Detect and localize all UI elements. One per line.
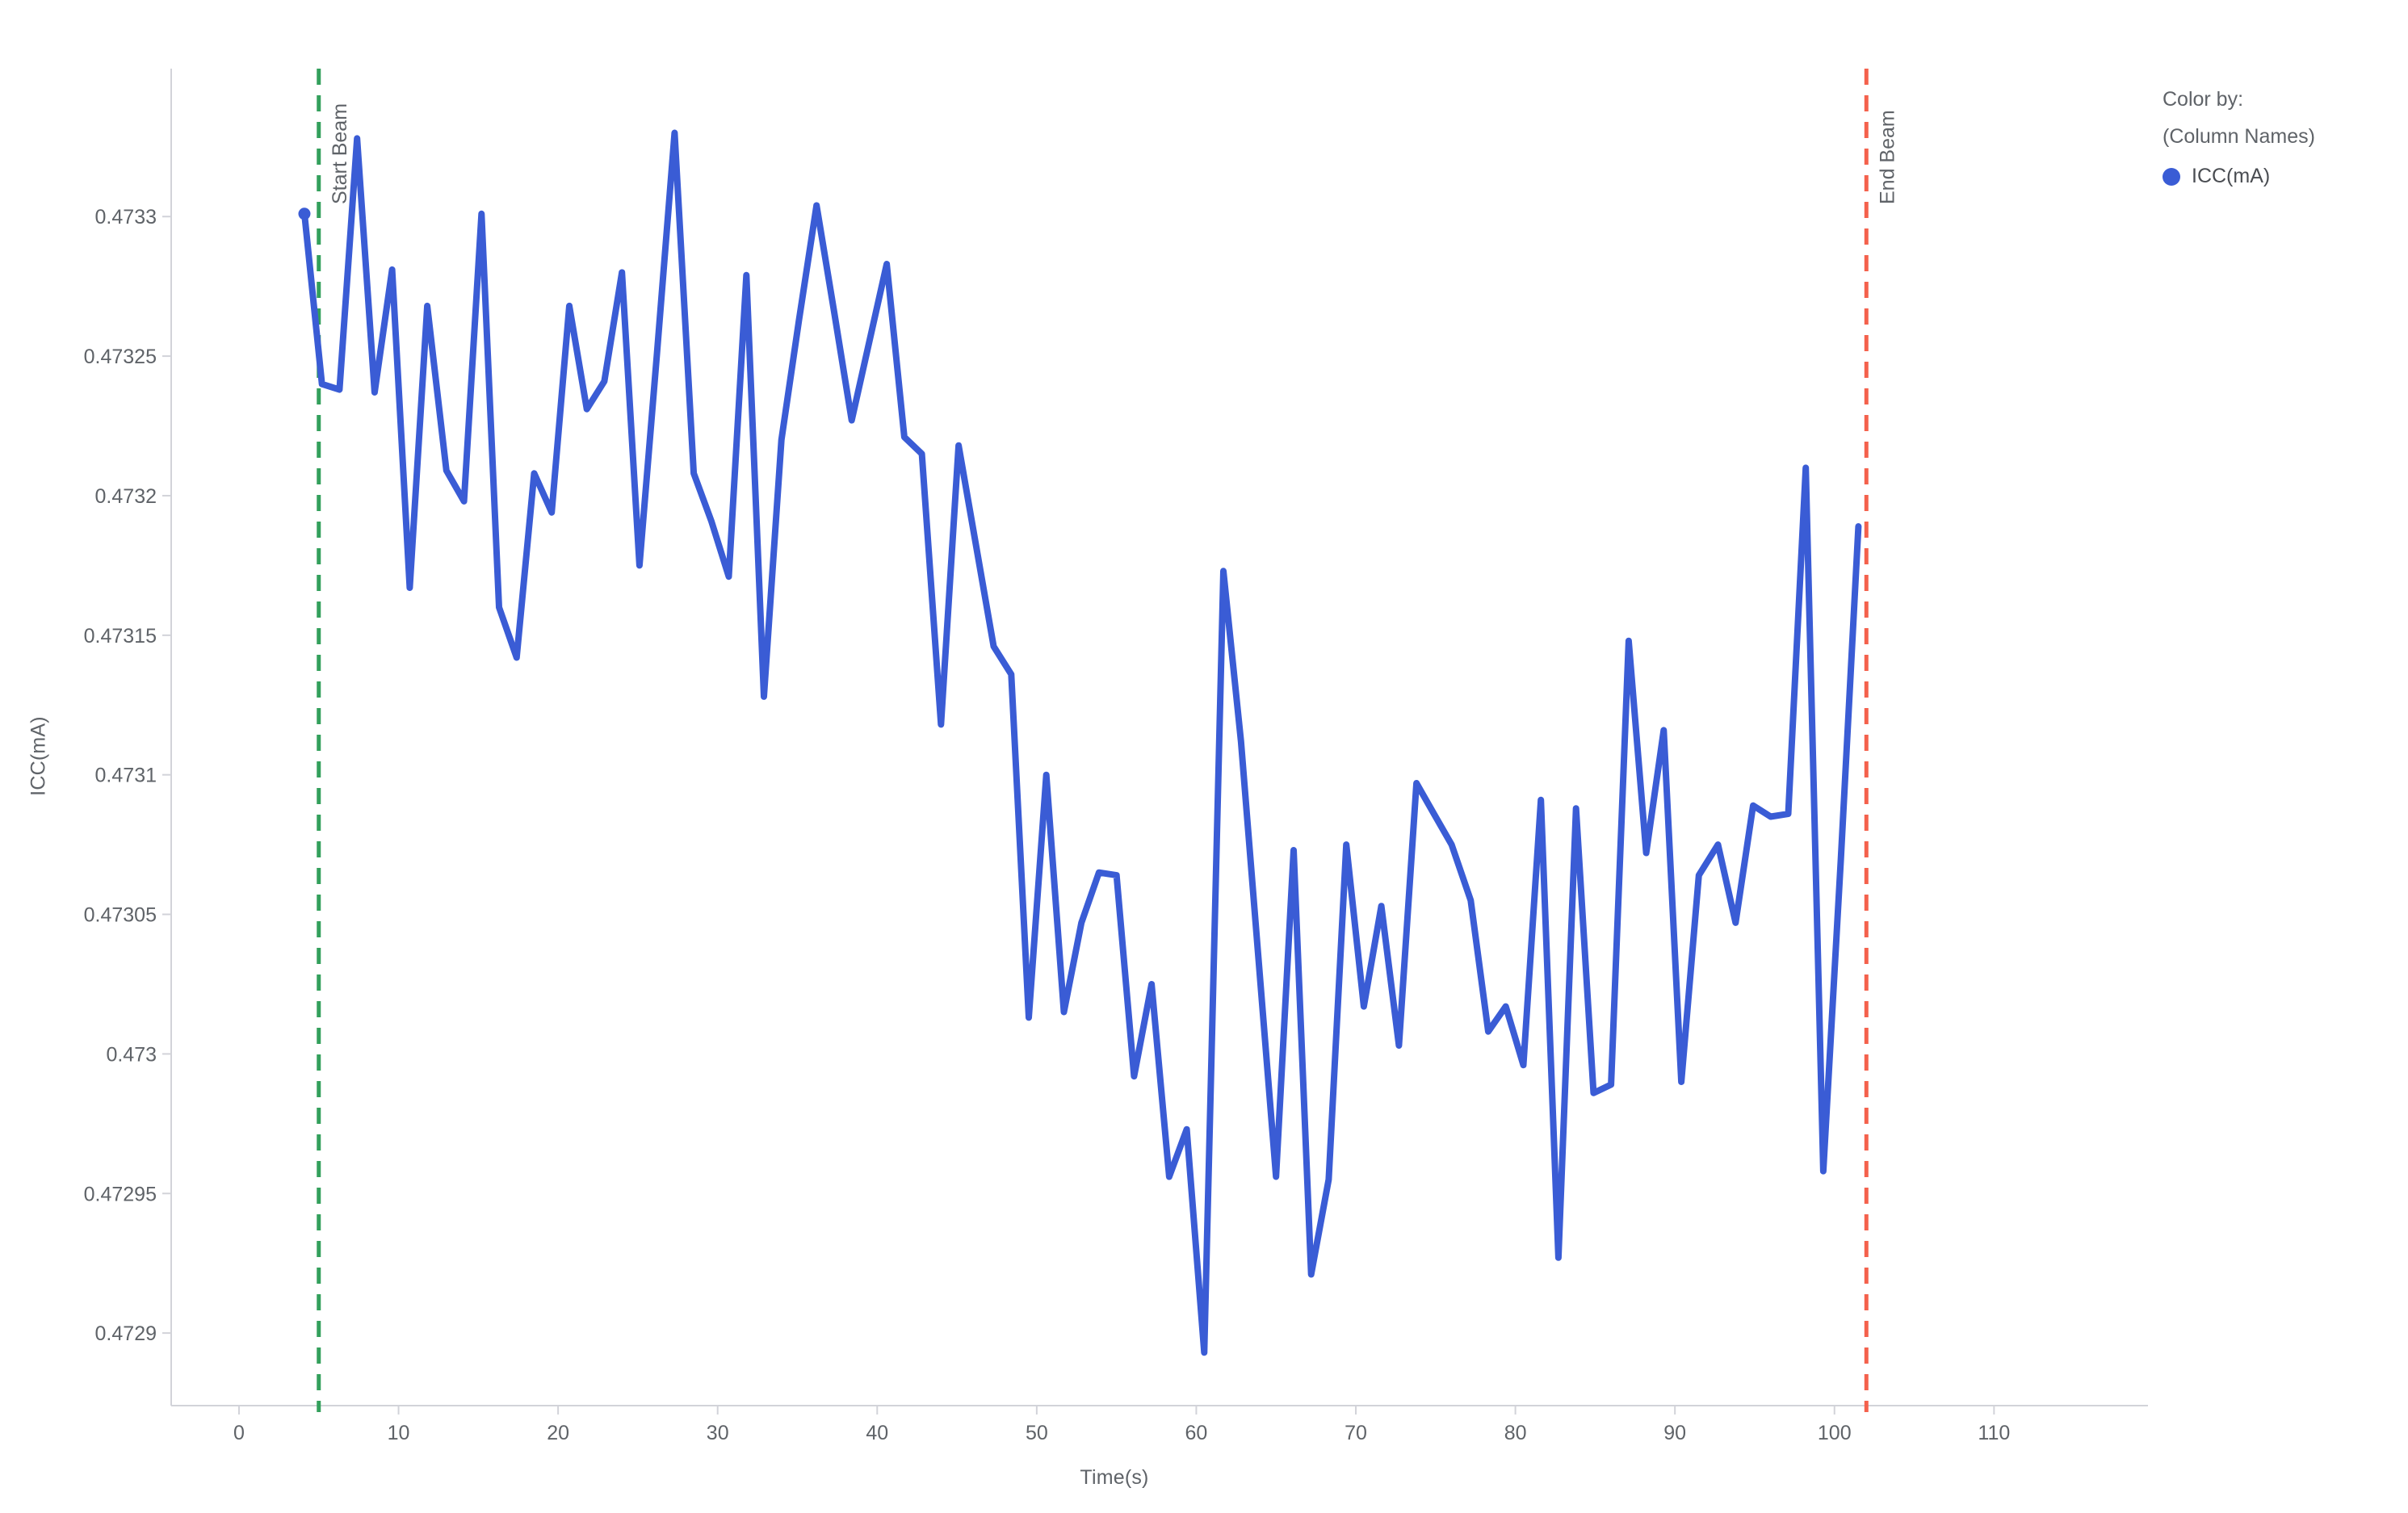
y-tick-label: 0.4732 [95,485,157,508]
x-tick-label: 100 [1818,1422,1852,1444]
x-tick-label: 80 [1504,1422,1527,1444]
x-tick-label: 110 [1978,1422,2010,1444]
x-tick-label: 60 [1185,1422,1208,1444]
x-tick-label: 90 [1663,1422,1686,1444]
legend-title-line2: (Column Names) [2163,125,2315,148]
x-tick-label: 40 [866,1422,888,1444]
y-axis-title: ICC(mA) [27,716,50,796]
y-tick-label: 0.47315 [84,625,157,648]
x-tick-label: 20 [547,1422,569,1444]
x-tick-label: 0 [233,1422,245,1444]
legend-series-label: ICC(mA) [2192,165,2271,187]
y-tick-label: 0.47295 [84,1183,157,1205]
x-tick-label: 50 [1026,1422,1048,1444]
x-tick-label: 10 [388,1422,410,1444]
legend-series-dot [2163,167,2180,186]
end-beam-label: End Beam [1876,110,1898,204]
first-point-marker[interactable] [298,207,311,220]
x-axis-title: Time(s) [1080,1466,1149,1489]
start-beam-label: Start Beam [329,103,351,204]
legend-title-line1: Color by: [2163,88,2244,111]
legend: Color by: (Column Names) ICC(mA) [2163,81,2315,188]
y-tick-label: 0.47305 [84,904,157,927]
icc-line-series[interactable] [301,129,1862,1356]
x-tick-label: 30 [707,1422,729,1444]
y-tick-label: 0.473 [106,1043,157,1066]
y-tick-label: 0.47325 [84,346,157,368]
y-tick-label: 0.4733 [95,206,157,228]
x-tick-label: 70 [1345,1422,1367,1444]
y-tick-label: 0.4731 [95,765,157,787]
y-tick-label: 0.4729 [95,1322,157,1345]
legend-item-icc[interactable]: ICC(mA) [2163,165,2315,188]
